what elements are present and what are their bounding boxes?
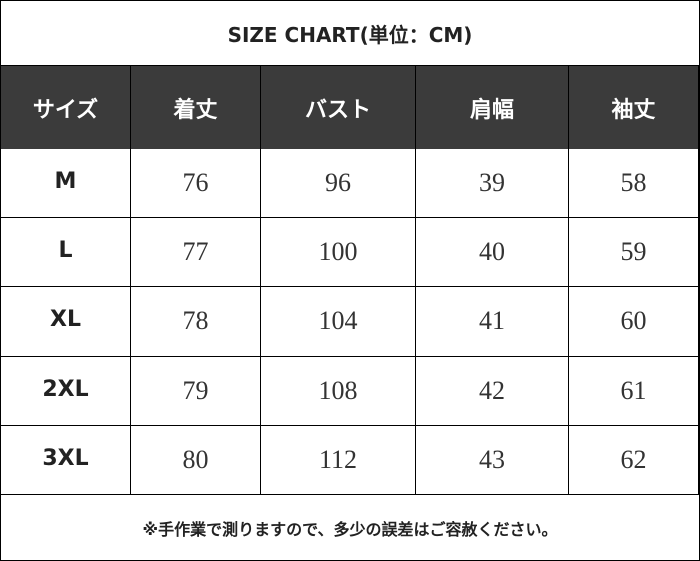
title: SIZE CHART(単位：CM) bbox=[1, 1, 699, 66]
measurement: 100 bbox=[261, 218, 416, 288]
header-cell: 着丈 bbox=[131, 66, 261, 149]
header-cell: サイズ bbox=[1, 66, 131, 149]
measurement: 80 bbox=[131, 425, 261, 495]
header-cell: 肩幅 bbox=[416, 66, 569, 149]
measurement: 77 bbox=[131, 218, 261, 288]
measurement: 108 bbox=[261, 356, 416, 426]
measurement: 76 bbox=[131, 149, 261, 219]
measurement: 62 bbox=[569, 425, 699, 495]
measurement: 58 bbox=[569, 149, 699, 219]
measurement: 79 bbox=[131, 356, 261, 426]
measurement: 78 bbox=[131, 287, 261, 357]
size-label: 2XL bbox=[1, 356, 131, 426]
measurement: 96 bbox=[261, 149, 416, 219]
measurement: 104 bbox=[261, 287, 416, 357]
measurement: 39 bbox=[416, 149, 569, 219]
size-label: 3XL bbox=[1, 425, 131, 495]
measurement: 42 bbox=[416, 356, 569, 426]
size-label: XL bbox=[1, 287, 131, 357]
measurement: 60 bbox=[569, 287, 699, 357]
measurement: 43 bbox=[416, 425, 569, 495]
note: ※手作業で測りますので、多少の誤差はご容赦ください。 bbox=[142, 519, 558, 539]
measurement: 40 bbox=[416, 218, 569, 288]
measurement: 41 bbox=[416, 287, 569, 357]
header-cell: バスト bbox=[261, 66, 416, 149]
size-label: L bbox=[1, 218, 131, 288]
header-cell: 袖丈 bbox=[569, 66, 699, 149]
measurement: 61 bbox=[569, 356, 699, 426]
size-label: M bbox=[1, 149, 131, 219]
measurement: 112 bbox=[261, 425, 416, 495]
measurement: 59 bbox=[569, 218, 699, 288]
